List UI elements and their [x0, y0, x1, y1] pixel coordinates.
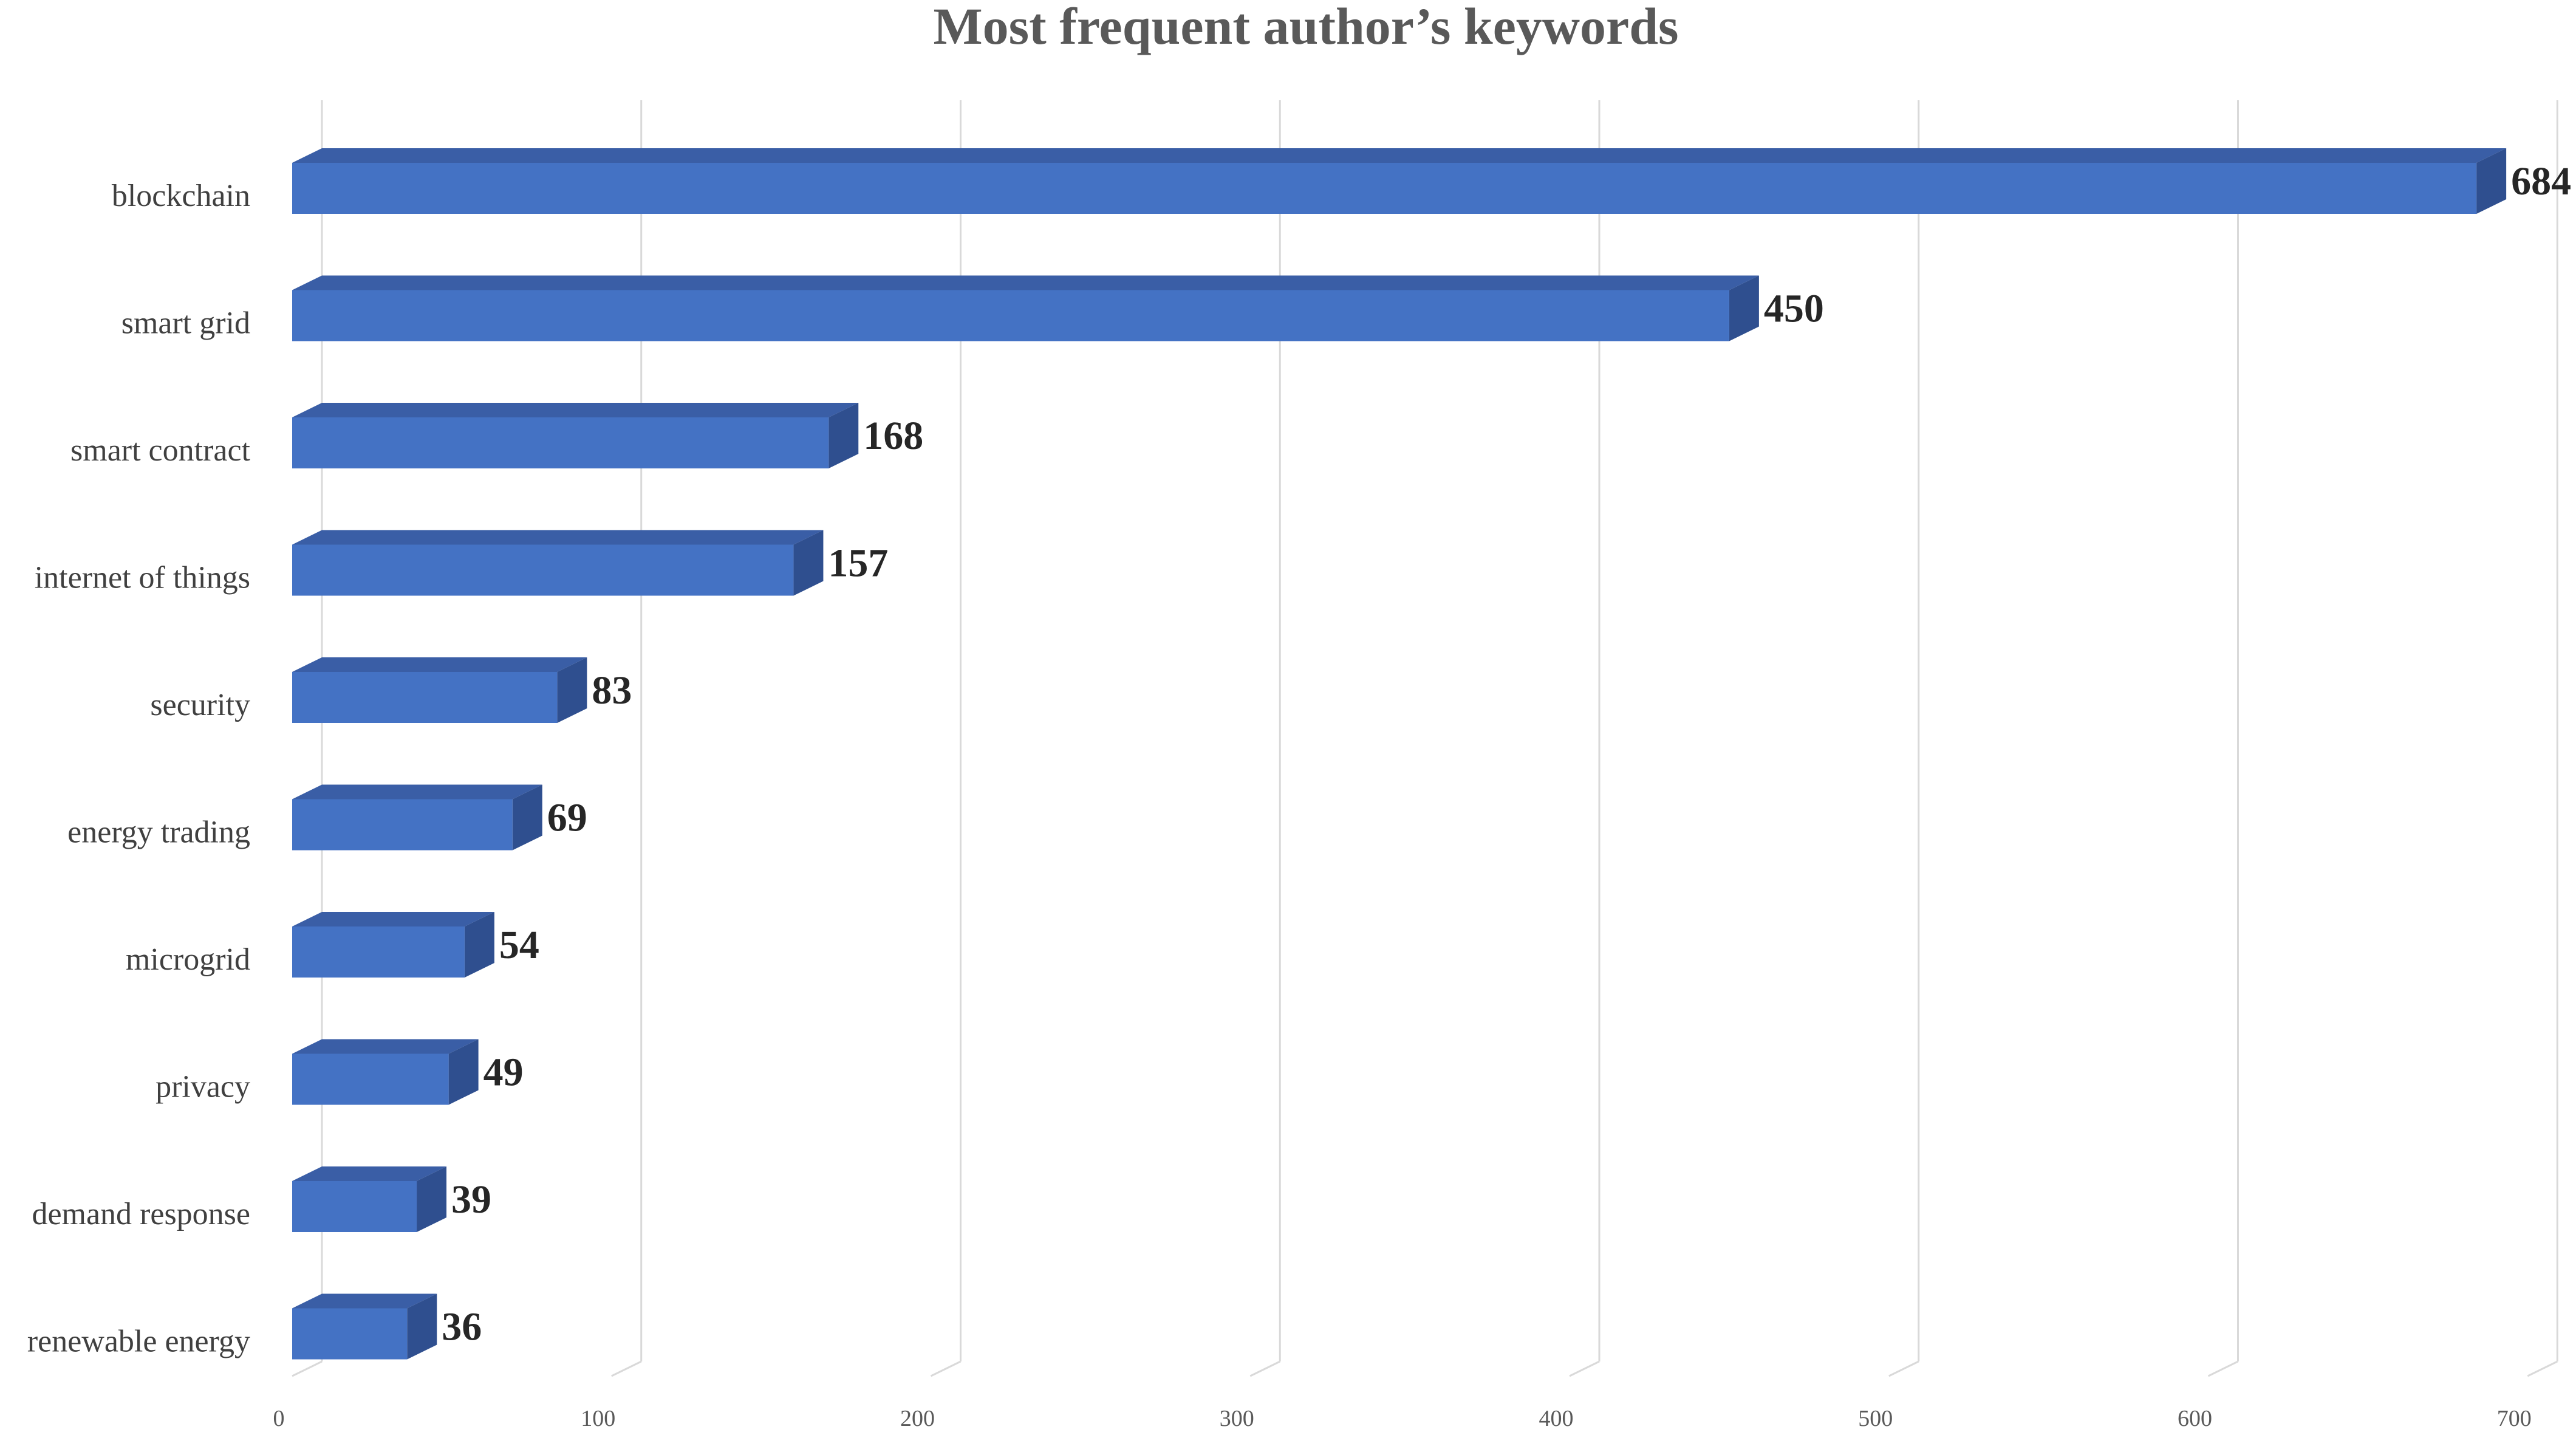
bar-front — [292, 1053, 449, 1105]
value-labels: 684 450 168 157 83 69 54 49 39 36 — [442, 159, 2571, 1349]
bar-side — [464, 912, 494, 978]
bar-top — [292, 912, 494, 926]
x-tick-label: 100 — [581, 1406, 615, 1431]
value-label: 157 — [828, 541, 888, 586]
grid-line-floor — [611, 1360, 642, 1377]
value-label: 168 — [863, 414, 923, 458]
bar-top — [292, 530, 824, 545]
value-label: 684 — [2511, 159, 2571, 204]
bars — [292, 148, 2507, 1360]
grid-line-floor — [2207, 1360, 2239, 1377]
x-tick-label: 500 — [1858, 1406, 1893, 1431]
x-tick-labels: 0 100 200 300 400 500 600 700 — [273, 1406, 2532, 1431]
x-tick-label: 0 — [273, 1406, 285, 1431]
bar-side — [828, 403, 859, 468]
bar-front — [292, 544, 794, 596]
bar — [292, 275, 1759, 341]
bar-top — [292, 1039, 479, 1054]
category-label: demand response — [32, 1197, 250, 1231]
value-label: 69 — [547, 796, 587, 840]
bar — [292, 530, 824, 596]
category-label: energy trading — [67, 815, 250, 850]
bar-front — [292, 672, 558, 723]
category-label: privacy — [155, 1070, 250, 1104]
grid-line-floor — [292, 1360, 323, 1377]
value-label: 450 — [1764, 287, 1824, 331]
bar-side — [1729, 275, 1759, 341]
bar — [292, 912, 494, 978]
grid-line-floor — [1569, 1360, 1600, 1377]
bar-front — [292, 926, 465, 978]
x-tick-label: 700 — [2497, 1406, 2532, 1431]
bar-side — [448, 1039, 479, 1105]
bar-side — [417, 1166, 447, 1232]
bar-top — [292, 1293, 437, 1309]
grid-line-floor — [930, 1360, 962, 1377]
value-label: 54 — [499, 923, 539, 967]
bar — [292, 1166, 447, 1232]
bar-front — [292, 290, 1729, 341]
chart-title: Most frequent author’s keywords — [933, 0, 1678, 55]
bar-front — [292, 1181, 417, 1232]
value-label: 83 — [592, 668, 632, 713]
bar — [292, 403, 859, 468]
bar — [292, 148, 2507, 214]
category-label: renewable energy — [27, 1324, 250, 1359]
bar-side — [2476, 148, 2507, 214]
grid-line-floor — [2527, 1360, 2558, 1377]
bar-front — [292, 163, 2477, 214]
bar-top — [292, 1166, 447, 1181]
x-tick-label: 400 — [1539, 1406, 1574, 1431]
bar-top — [292, 275, 1759, 290]
bar-side — [557, 657, 587, 723]
category-label: microgrid — [126, 942, 250, 977]
category-label: smart grid — [121, 306, 250, 341]
bar-front — [292, 1308, 408, 1360]
value-label: 36 — [442, 1305, 482, 1349]
bar-top — [292, 403, 859, 417]
bar — [292, 1039, 479, 1105]
bar-side — [407, 1293, 437, 1360]
category-label: smart contract — [70, 433, 251, 468]
bar-side — [793, 530, 824, 596]
x-tick-label: 300 — [1220, 1406, 1254, 1431]
value-label: 39 — [451, 1177, 491, 1222]
bar — [292, 784, 542, 851]
x-tick-label: 200 — [900, 1406, 935, 1431]
bar — [292, 657, 587, 723]
category-label: internet of things — [35, 561, 250, 595]
x-tick-label: 600 — [2178, 1406, 2212, 1431]
category-label: blockchain — [112, 179, 250, 213]
bar-top — [292, 657, 587, 672]
grid-line-floor — [1888, 1360, 1919, 1377]
bar-front — [292, 799, 513, 851]
bar-top — [292, 148, 2507, 163]
category-labels: blockchain smart grid smart contract intern… — [27, 179, 251, 1359]
grid-line-floor — [1249, 1360, 1280, 1377]
bar-side — [512, 784, 542, 851]
bar-front — [292, 417, 829, 468]
bar — [292, 1293, 437, 1360]
bar-top — [292, 784, 542, 800]
value-label: 49 — [483, 1050, 524, 1095]
category-label: security — [150, 688, 250, 722]
